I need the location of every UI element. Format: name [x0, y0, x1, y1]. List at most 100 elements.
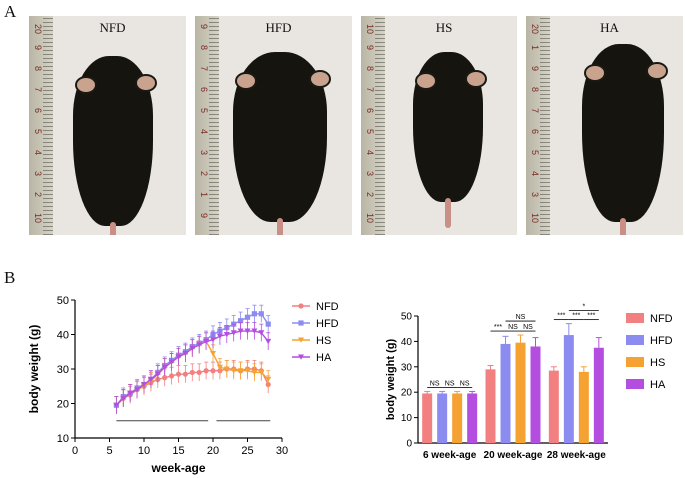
legend-swatch — [626, 335, 644, 345]
ruler-number: 6 — [33, 108, 43, 114]
data-point — [216, 333, 223, 340]
ruler — [361, 16, 385, 235]
mouse-ear — [584, 64, 606, 82]
ruler-number: 3 — [33, 171, 43, 177]
data-point — [203, 368, 209, 374]
legend-label: HFD — [650, 335, 673, 347]
ruler-number: 2 — [199, 171, 209, 177]
legend-marker — [298, 354, 304, 360]
mouse-ear — [235, 72, 257, 90]
sig-label: NS — [523, 324, 533, 331]
ruler-number: 8 — [530, 87, 540, 93]
bar-ha — [593, 347, 604, 443]
ruler-number: 10 — [530, 213, 540, 224]
ruler-number: 7 — [530, 108, 540, 114]
legend-swatch — [626, 313, 644, 323]
ruler-number: 6 — [199, 87, 209, 93]
sig-label: NS — [445, 380, 455, 387]
ruler-number: 3 — [530, 192, 540, 198]
mouse-ear — [465, 70, 487, 88]
data-point — [223, 332, 230, 338]
ruler-number: 6 — [530, 129, 540, 135]
bar-nfd — [548, 370, 559, 443]
panel-a-letter: A — [4, 2, 17, 21]
ruler-number: 9 — [365, 45, 375, 51]
legend-label: HS — [316, 335, 331, 347]
ruler-number: 4 — [199, 129, 209, 135]
data-point — [169, 373, 175, 379]
data-point — [189, 369, 195, 376]
sig-label: *** — [494, 324, 502, 331]
data-point — [120, 395, 127, 402]
ruler-number: 8 — [199, 45, 209, 51]
data-point — [244, 314, 251, 320]
data-point — [238, 318, 244, 324]
data-point — [162, 375, 168, 381]
data-point — [258, 369, 265, 376]
ruler-number: 9 — [33, 45, 43, 51]
ruler-number: 9 — [530, 66, 540, 72]
data-point — [203, 338, 210, 345]
ruler-number: 8 — [365, 66, 375, 72]
y-axis-label: body weight (g) — [27, 325, 41, 414]
y-tick-label: 0 — [406, 439, 412, 450]
ruler-number: 3 — [199, 150, 209, 156]
bar-nfd — [485, 369, 496, 443]
ruler-number: 3 — [365, 171, 375, 177]
mouse-ear — [646, 62, 668, 80]
x-tick-label: 20 — [207, 445, 219, 457]
x-axis-label: week-age — [150, 461, 205, 475]
mouse-photo-ha: 20 1 9 8 7 6 5 4 3 10 HA — [526, 16, 683, 235]
bar-hs — [452, 393, 463, 443]
y-tick-label: 20 — [57, 399, 69, 411]
series-line-hfd — [115, 313, 269, 406]
photo-label: HS — [435, 20, 453, 35]
ruler-number: 4 — [530, 171, 540, 177]
bar-ha — [530, 346, 541, 443]
legend-marker — [298, 320, 304, 326]
sig-label: NS — [508, 324, 518, 331]
sig-label: NS — [516, 314, 526, 321]
mouse-photo-hs: 10 9 8 7 6 5 4 3 2 10 HS — [361, 16, 517, 235]
data-point — [182, 371, 188, 377]
panel-b-letter: B — [4, 268, 16, 287]
ruler — [526, 16, 550, 235]
mouse-photo-hfd: 9 8 7 6 5 4 3 2 1 9 HFD — [195, 16, 352, 235]
legend-label: NFD — [650, 313, 673, 325]
y-axis-label: body weight (g) — [385, 339, 397, 421]
data-point — [161, 364, 168, 371]
data-point — [230, 368, 237, 374]
legend-swatch — [626, 357, 644, 367]
sig-label: * — [582, 304, 585, 311]
ruler-number: 2 — [365, 192, 375, 198]
ruler — [195, 16, 219, 235]
legend-swatch — [626, 379, 644, 389]
mouse-tail — [277, 218, 283, 235]
data-point — [244, 328, 251, 334]
photo-label: HFD — [265, 20, 292, 35]
ruler-number: 7 — [33, 87, 43, 93]
data-point — [175, 354, 182, 360]
data-point — [237, 368, 244, 374]
y-tick-label: 10 — [401, 413, 413, 424]
mouse-tail — [620, 218, 626, 235]
sig-label: NS — [430, 380, 440, 387]
data-point — [189, 345, 196, 352]
mouse-photo-nfd: 20 9 8 7 6 5 4 3 2 10 NFD — [29, 16, 186, 235]
ruler-number: 9 — [199, 213, 209, 219]
ruler-number: 5 — [530, 150, 540, 156]
data-point — [182, 350, 189, 357]
y-tick-label: 40 — [57, 330, 69, 342]
x-tick-label: 0 — [72, 445, 78, 457]
data-point — [127, 390, 134, 396]
ruler-number: 1 — [199, 192, 209, 198]
ruler-number: 4 — [33, 150, 43, 156]
ruler-number: 10 — [365, 213, 375, 224]
category-label: 20 week-age — [484, 450, 543, 461]
data-point — [258, 330, 265, 336]
data-point — [223, 366, 230, 372]
data-point — [134, 387, 141, 393]
mouse-tail — [445, 198, 451, 228]
y-tick-label: 40 — [401, 337, 413, 348]
x-tick-label: 15 — [172, 445, 184, 457]
